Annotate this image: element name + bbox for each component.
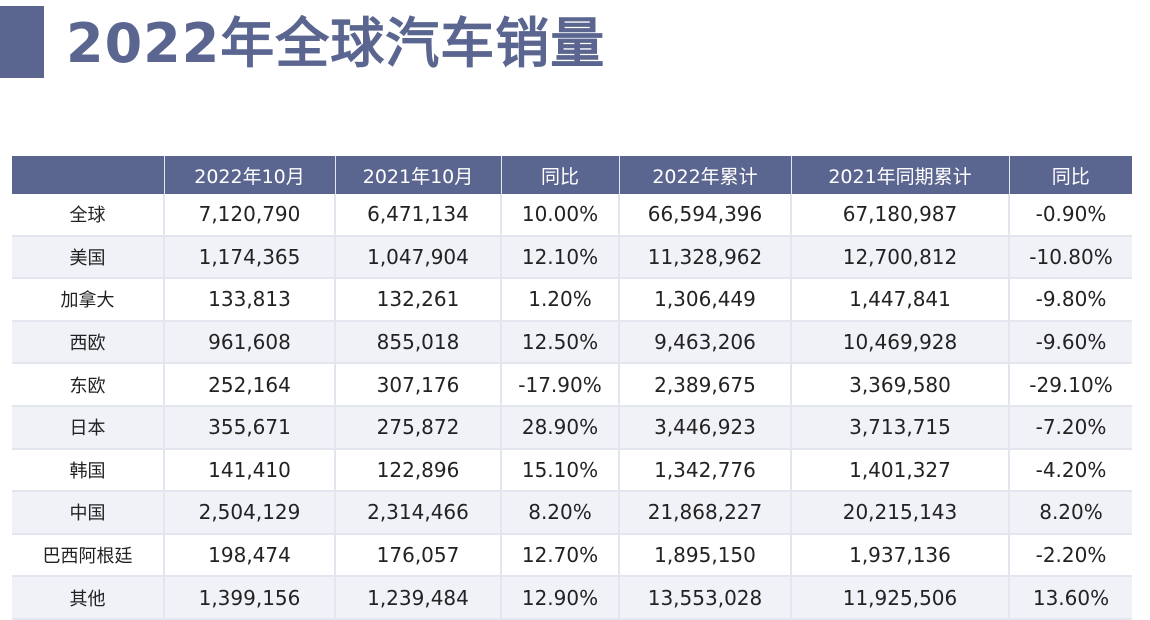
cell-yoy-month: -17.90% <box>501 363 620 407</box>
cell-ytd-2021: 3,713,715 <box>791 405 1010 450</box>
header-yoy-ytd: 同比 <box>1009 156 1132 194</box>
cell-yoy-ytd: -9.60% <box>1009 320 1132 365</box>
cell-yoy-month: 10.00% <box>501 194 620 237</box>
sales-table: 2022年10月 2021年10月 同比 2022年累计 2021年同期累计 同… <box>12 156 1132 620</box>
table-row: 巴西阿根廷 198,474 176,057 12.70% 1,895,150 1,937,… <box>12 533 1132 578</box>
cell-yoy-month: 12.10% <box>501 235 620 280</box>
cell-oct-2022: 2,504,129 <box>164 491 336 535</box>
cell-ytd-2021: 3,369,580 <box>791 363 1010 407</box>
cell-oct-2022: 1,174,365 <box>164 235 336 280</box>
cell-yoy-ytd: 8.20% <box>1009 491 1132 535</box>
cell-ytd-2022: 11,328,962 <box>619 235 792 280</box>
cell-oct-2021: 176,057 <box>335 533 502 578</box>
cell-region: 韩国 <box>12 448 165 493</box>
cell-ytd-2022: 66,594,396 <box>619 194 792 237</box>
cell-yoy-ytd: -0.90% <box>1009 194 1132 237</box>
cell-ytd-2022: 13,553,028 <box>619 576 792 620</box>
cell-yoy-ytd: -9.80% <box>1009 278 1132 322</box>
header-ytd-2021: 2021年同期累计 <box>791 156 1010 194</box>
cell-yoy-ytd: -29.10% <box>1009 363 1132 407</box>
cell-region: 美国 <box>12 235 165 280</box>
cell-ytd-2021: 20,215,143 <box>791 491 1010 535</box>
table-row: 全球 7,120,790 6,471,134 10.00% 66,594,396 67,1… <box>12 194 1132 237</box>
cell-oct-2021: 122,896 <box>335 448 502 493</box>
header-ytd-2022: 2022年累计 <box>619 156 792 194</box>
cell-region: 东欧 <box>12 363 165 407</box>
cell-ytd-2021: 11,925,506 <box>791 576 1010 620</box>
cell-ytd-2021: 67,180,987 <box>791 194 1010 237</box>
cell-ytd-2022: 9,463,206 <box>619 320 792 365</box>
cell-oct-2022: 7,120,790 <box>164 194 336 237</box>
cell-region: 其他 <box>12 576 165 620</box>
cell-yoy-ytd: 13.60% <box>1009 576 1132 620</box>
cell-ytd-2021: 12,700,812 <box>791 235 1010 280</box>
cell-yoy-ytd: -7.20% <box>1009 405 1132 450</box>
cell-ytd-2021: 1,447,841 <box>791 278 1010 322</box>
cell-oct-2022: 252,164 <box>164 363 336 407</box>
cell-oct-2022: 355,671 <box>164 405 336 450</box>
cell-region: 全球 <box>12 194 165 237</box>
cell-ytd-2022: 1,342,776 <box>619 448 792 493</box>
table-row: 美国 1,174,365 1,047,904 12.10% 11,328,962 12,7… <box>12 235 1132 280</box>
cell-ytd-2022: 3,446,923 <box>619 405 792 450</box>
cell-ytd-2022: 1,895,150 <box>619 533 792 578</box>
cell-oct-2022: 198,474 <box>164 533 336 578</box>
cell-region: 日本 <box>12 405 165 450</box>
cell-region: 中国 <box>12 491 165 535</box>
cell-oct-2022: 133,813 <box>164 278 336 322</box>
cell-oct-2022: 141,410 <box>164 448 336 493</box>
cell-ytd-2022: 21,868,227 <box>619 491 792 535</box>
cell-oct-2021: 2,314,466 <box>335 491 502 535</box>
cell-oct-2021: 1,047,904 <box>335 235 502 280</box>
cell-oct-2022: 1,399,156 <box>164 576 336 620</box>
cell-oct-2021: 855,018 <box>335 320 502 365</box>
cell-region: 巴西阿根廷 <box>12 533 165 578</box>
header-oct-2021: 2021年10月 <box>335 156 502 194</box>
header-region <box>12 156 165 194</box>
cell-yoy-month: 1.20% <box>501 278 620 322</box>
table-row: 韩国 141,410 122,896 15.10% 1,342,776 1,401,327… <box>12 448 1132 493</box>
table-header-row: 2022年10月 2021年10月 同比 2022年累计 2021年同期累计 同… <box>12 156 1132 194</box>
title-accent-bar <box>0 6 44 78</box>
table-row: 西欧 961,608 855,018 12.50% 9,463,206 10,469,92… <box>12 320 1132 365</box>
cell-yoy-month: 8.20% <box>501 491 620 535</box>
cell-yoy-ytd: -4.20% <box>1009 448 1132 493</box>
cell-ytd-2022: 2,389,675 <box>619 363 792 407</box>
cell-oct-2022: 961,608 <box>164 320 336 365</box>
cell-yoy-ytd: -10.80% <box>1009 235 1132 280</box>
header-oct-2022: 2022年10月 <box>164 156 336 194</box>
cell-oct-2021: 132,261 <box>335 278 502 322</box>
cell-ytd-2021: 1,937,136 <box>791 533 1010 578</box>
page-title: 2022年全球汽车销量 <box>66 12 606 75</box>
cell-oct-2021: 275,872 <box>335 405 502 450</box>
cell-yoy-ytd: -2.20% <box>1009 533 1132 578</box>
cell-oct-2021: 6,471,134 <box>335 194 502 237</box>
cell-yoy-month: 12.70% <box>501 533 620 578</box>
cell-ytd-2021: 10,469,928 <box>791 320 1010 365</box>
cell-yoy-month: 12.50% <box>501 320 620 365</box>
table-row: 日本 355,671 275,872 28.90% 3,446,923 3,713,715… <box>12 405 1132 450</box>
cell-yoy-month: 28.90% <box>501 405 620 450</box>
cell-ytd-2022: 1,306,449 <box>619 278 792 322</box>
table-row: 其他 1,399,156 1,239,484 12.90% 13,553,028 11,9… <box>12 576 1132 620</box>
cell-yoy-month: 15.10% <box>501 448 620 493</box>
table-row: 中国 2,504,129 2,314,466 8.20% 21,868,227 20,21… <box>12 491 1132 535</box>
table-body: 全球 7,120,790 6,471,134 10.00% 66,594,396 67,1… <box>12 194 1132 620</box>
table-row: 东欧 252,164 307,176 -17.90% 2,389,675 3,369,58… <box>12 363 1132 407</box>
cell-region: 西欧 <box>12 320 165 365</box>
table-row: 加拿大 133,813 132,261 1.20% 1,306,449 1,447,841… <box>12 278 1132 322</box>
cell-region: 加拿大 <box>12 278 165 322</box>
cell-oct-2021: 307,176 <box>335 363 502 407</box>
cell-yoy-month: 12.90% <box>501 576 620 620</box>
cell-ytd-2021: 1,401,327 <box>791 448 1010 493</box>
cell-oct-2021: 1,239,484 <box>335 576 502 620</box>
header-yoy-month: 同比 <box>501 156 620 194</box>
